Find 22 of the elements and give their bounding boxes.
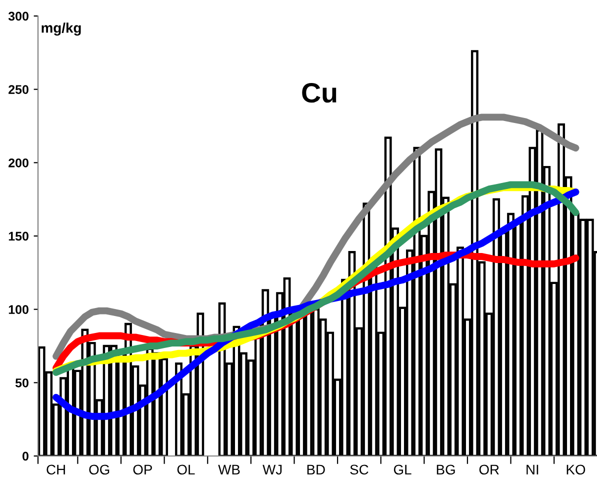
x-tick-label: OR xyxy=(479,464,499,475)
x-tick-label: OP xyxy=(133,464,152,475)
x-tick-label: KO xyxy=(566,464,586,475)
y-tick-label: 100 xyxy=(8,305,28,314)
x-tick-label: CH xyxy=(46,464,65,475)
y-tick-label: 250 xyxy=(8,85,28,94)
x-tick-label: SC xyxy=(350,464,368,475)
x-tick-label: WB xyxy=(218,464,240,474)
x-tick-label: OL xyxy=(177,464,195,475)
y-tick-label: 200 xyxy=(8,158,28,168)
x-tick-label: GL xyxy=(394,464,412,475)
y-tick-label: 150 xyxy=(8,232,28,241)
y-axis-title: mg/kg xyxy=(42,22,81,36)
y-tick-label: 50 xyxy=(15,378,28,388)
text: Cu xyxy=(302,82,336,103)
x-tick-label: WJ xyxy=(262,464,282,475)
x-tick-label: NI xyxy=(526,464,538,474)
y-tick-label: 0 xyxy=(22,452,28,461)
x-tick-label: OG xyxy=(89,464,110,475)
x-tick-label: BD xyxy=(307,464,325,474)
x-tick-label: BG xyxy=(436,464,455,475)
y-tick-label: 300 xyxy=(8,12,28,21)
